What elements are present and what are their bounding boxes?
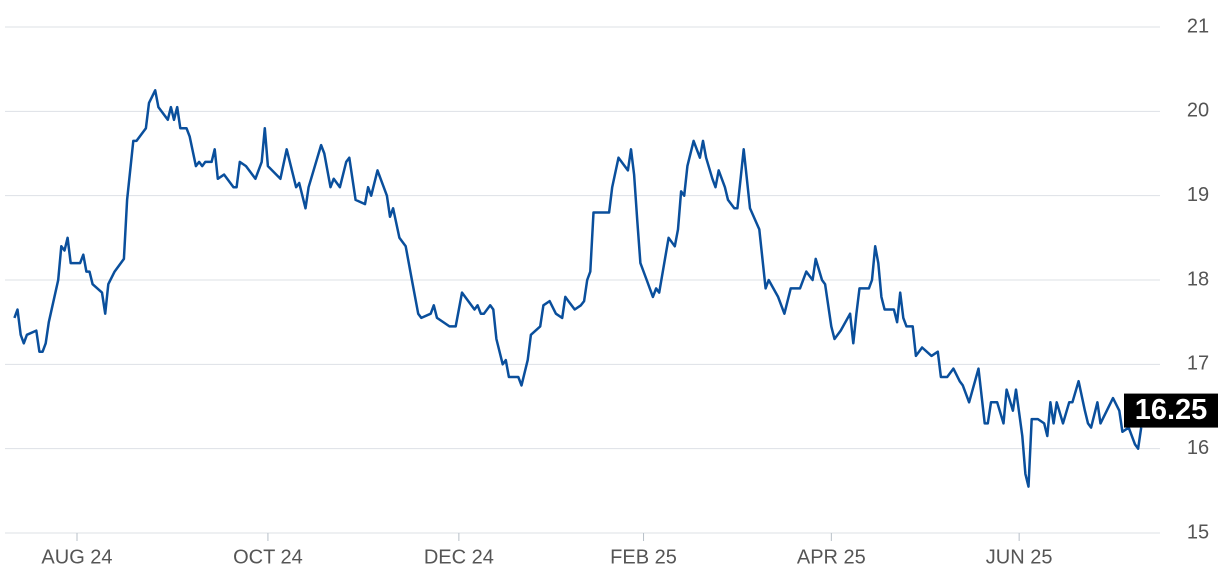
y-tick-label: 20 [1187,100,1209,122]
price-line [13,89,1143,488]
x-tick-label: FEB 25 [610,546,677,568]
y-tick-label: 19 [1187,184,1209,206]
x-tick-label: APR 25 [797,546,866,568]
x-tick-label: OCT 24 [233,546,303,568]
y-tick-label: 16 [1187,437,1209,459]
y-tick-label: 15 [1187,521,1209,543]
y-tick-label: 18 [1187,268,1209,290]
x-tick-label: DEC 24 [424,546,494,568]
last-value-label: 16.25 [1135,394,1208,426]
x-tick-label: JUN 25 [986,546,1053,568]
y-tick-label: 21 [1187,15,1209,37]
x-tick-label: AUG 24 [41,546,112,568]
last-value-box [1124,393,1218,428]
y-tick-label: 17 [1187,353,1209,375]
